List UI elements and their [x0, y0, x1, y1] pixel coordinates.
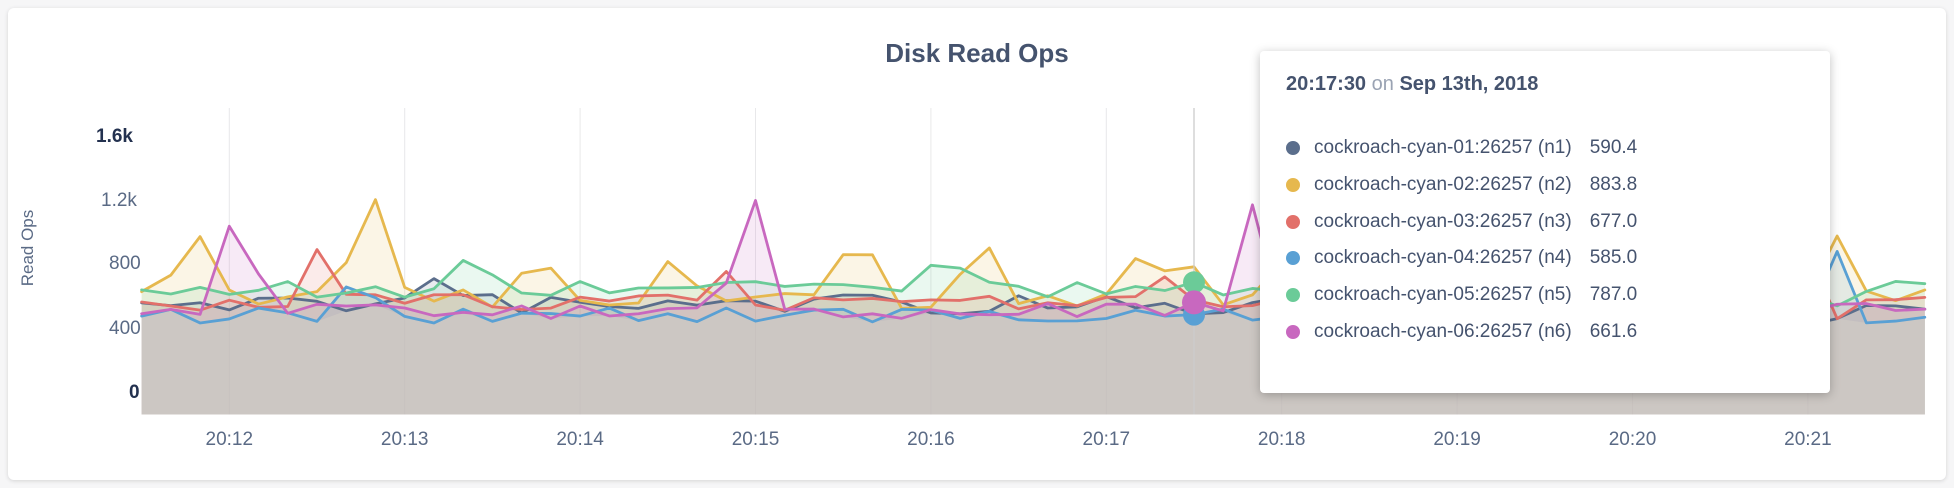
svg-text:20:12: 20:12	[206, 429, 254, 450]
svg-text:20:18: 20:18	[1258, 429, 1306, 450]
svg-text:20:17: 20:17	[1083, 429, 1131, 450]
svg-text:20:16: 20:16	[907, 429, 955, 450]
svg-text:20:19: 20:19	[1433, 429, 1481, 450]
svg-text:20:14: 20:14	[556, 429, 604, 450]
svg-text:20:21: 20:21	[1784, 429, 1832, 450]
svg-text:20:13: 20:13	[381, 429, 429, 450]
svg-text:20:20: 20:20	[1609, 429, 1657, 450]
svg-text:20:15: 20:15	[732, 429, 780, 450]
